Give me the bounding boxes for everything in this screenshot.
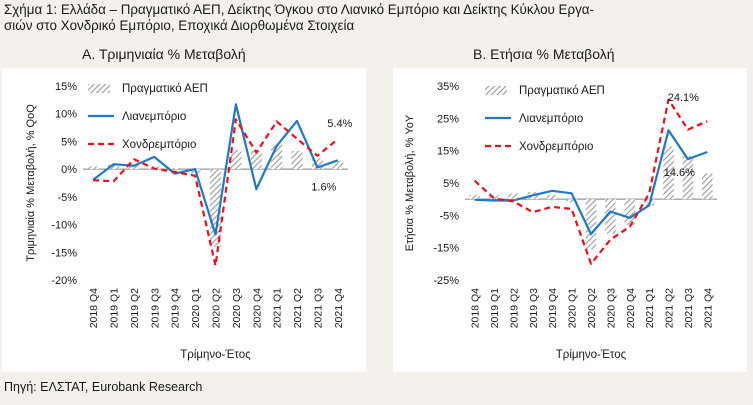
legend-label: Λιανεμπόριο	[519, 113, 583, 125]
gdp-bar	[508, 193, 519, 200]
legend-item: Χονδρεμπόριο	[485, 141, 593, 153]
wholesale-line	[93, 118, 339, 267]
x-tick-label: 2018 Q4	[470, 288, 482, 328]
gdp-bar	[546, 194, 558, 200]
chart-annual-panel: 35% 25% 15% 5% -5% -15% -25% 2018 Q4 2019 Q1 2019…	[393, 68, 747, 372]
gdp-bar	[624, 199, 636, 226]
x-tick-label: 2021 Q4	[702, 288, 714, 328]
legend-label: Πραγματικό ΑΕΠ	[122, 83, 208, 95]
x-tick-label: 2021 Q4	[333, 288, 345, 328]
x-tick-label: 2019 Q4	[170, 288, 182, 328]
legend-item: Λιανεμπόριο	[88, 111, 186, 123]
chart-annual: 35% 25% 15% 5% -5% -15% -25% 2018 Q4 2019 Q1 2019…	[404, 81, 717, 361]
y-tick-label: -10%	[51, 220, 77, 232]
legend-item: Πραγματικό ΑΕΠ	[88, 83, 208, 95]
panel-a-title: Α. Τριμηνιαία % Μεταβολή	[82, 46, 246, 62]
legend-item: Λιανεμπόριο	[485, 113, 583, 125]
source-note: Πηγή: ΕΛΣΤΑΤ, Eurobank Research	[4, 380, 203, 394]
gdp-bar	[585, 199, 597, 250]
y-axis-label: Ετήσια % Μεταβολή, % YoY	[404, 114, 416, 251]
gdp-bar	[107, 164, 120, 170]
y-tick-label: -5%	[57, 192, 77, 204]
gdp-bar	[701, 173, 713, 200]
y-tick-label: -5%	[439, 210, 459, 222]
gdp-bar	[87, 166, 99, 170]
chart-quarterly-panel: 15% 10% 5% 0% -5% -10% -15% -20% 2018 Q4 2019 Q1 2…	[2, 68, 366, 372]
x-tick-label: 2020 Q4	[251, 288, 263, 328]
y-tick-label: 0%	[61, 164, 77, 176]
panel-b-title: Β. Ετήσια % Μεταβολή	[473, 46, 615, 62]
x-tick-label: 2021 Q1	[644, 288, 656, 328]
gdp-bar	[291, 150, 303, 170]
data-annotation: 5.4%	[327, 118, 352, 130]
x-tick-label: 2019 Q1	[109, 288, 121, 328]
retail-line	[92, 103, 339, 236]
y-tick-label: 5%	[443, 178, 459, 190]
figure-title-line-2: σιών στο Χονδρικό Εμπόριο, Εποχικά Διορθ…	[4, 18, 355, 33]
x-tick-label: 2019 Q1	[489, 288, 501, 328]
x-tick-label: 2020 Q2	[211, 288, 223, 328]
x-tick-label: 2019 Q4	[547, 288, 559, 328]
gdp-bar	[230, 149, 242, 170]
x-tick-label: 2018 Q4	[88, 288, 100, 328]
gdp-bar	[271, 144, 283, 170]
legend-label: Χονδρεμπόριο	[122, 139, 196, 151]
y-tick-label: 10%	[55, 109, 77, 121]
gdp-bar	[566, 199, 577, 203]
x-tick-label: 2020 Q2	[586, 288, 598, 328]
legend-label: Χονδρεμπόριο	[519, 141, 593, 153]
y-tick-label: 35%	[437, 81, 459, 93]
x-tick-label: 2021 Q3	[312, 288, 324, 328]
figure-title: Σχήμα 1: Ελλάδα – Πραγματικό ΑΕΠ, Δείκτη…	[4, 2, 749, 34]
x-tick-label: 2020 Q4	[625, 288, 637, 328]
y-tick-label: 15%	[55, 81, 77, 93]
figure-title-line-1: Σχήμα 1: Ελλάδα – Πραγματικό ΑΕΠ, Δείκτη…	[4, 2, 595, 17]
gdp-bar	[605, 199, 616, 234]
legend-swatch-gdp	[485, 86, 507, 95]
x-tick-label: 2021 Q2	[664, 288, 676, 328]
x-tick-label: 2020 Q1	[190, 288, 202, 328]
y-tick-label: 15%	[437, 146, 459, 158]
gdp-bar	[169, 168, 181, 170]
x-axis-label: Τρίμηνο-Έτος	[556, 349, 627, 361]
gdp-bar	[663, 146, 674, 200]
data-annotation: 24.1%	[668, 92, 699, 104]
gdp-bar	[311, 158, 324, 170]
x-tick-label: 2021 Q3	[683, 288, 695, 328]
x-tick-label: 2020 Q3	[605, 288, 617, 328]
gdp-bar	[332, 160, 344, 170]
gdp-bar	[469, 194, 481, 200]
y-tick-label: -25%	[433, 275, 459, 287]
gdp-bar	[250, 150, 262, 170]
legend-item: Πραγματικό ΑΕΠ	[485, 85, 605, 97]
legend-item: Χονδρεμπόριο	[88, 139, 196, 151]
wholesale-line	[473, 98, 708, 265]
legend-label: Πραγματικό ΑΕΠ	[519, 85, 605, 97]
x-tick-label: 2019 Q3	[528, 288, 540, 328]
x-tick-label: 2021 Q2	[292, 288, 304, 328]
y-tick-label: 5%	[61, 136, 77, 148]
gdp-bar	[209, 169, 222, 247]
x-tick-label: 2019 Q3	[149, 288, 161, 328]
x-tick-label: 2021 Q1	[272, 288, 284, 328]
y-tick-label: 25%	[437, 113, 459, 125]
x-tick-label: 2019 Q2	[508, 288, 520, 328]
gdp-bar	[682, 155, 694, 200]
x-tick-label: 2019 Q2	[129, 288, 141, 328]
y-tick-label: -20%	[51, 275, 77, 287]
data-annotation: 1.6%	[311, 181, 336, 193]
y-axis-label: Τριμηνιαία % Μεταβολή, % QoQ	[25, 104, 37, 262]
legend-swatch-gdp	[88, 84, 110, 93]
x-tick-label: 2020 Q3	[231, 288, 243, 328]
x-axis-label: Τρίμηνο-Έτος	[180, 349, 251, 361]
data-annotation: 14.6%	[664, 167, 695, 179]
x-tick-label: 2020 Q1	[567, 288, 579, 328]
chart-quarterly: 15% 10% 5% 0% -5% -10% -15% -20% 2018 Q4 2019 Q1 2…	[25, 81, 353, 361]
y-tick-label: -15%	[51, 247, 77, 259]
legend-label: Λιανεμπόριο	[122, 111, 186, 123]
y-tick-label: -15%	[433, 243, 459, 255]
